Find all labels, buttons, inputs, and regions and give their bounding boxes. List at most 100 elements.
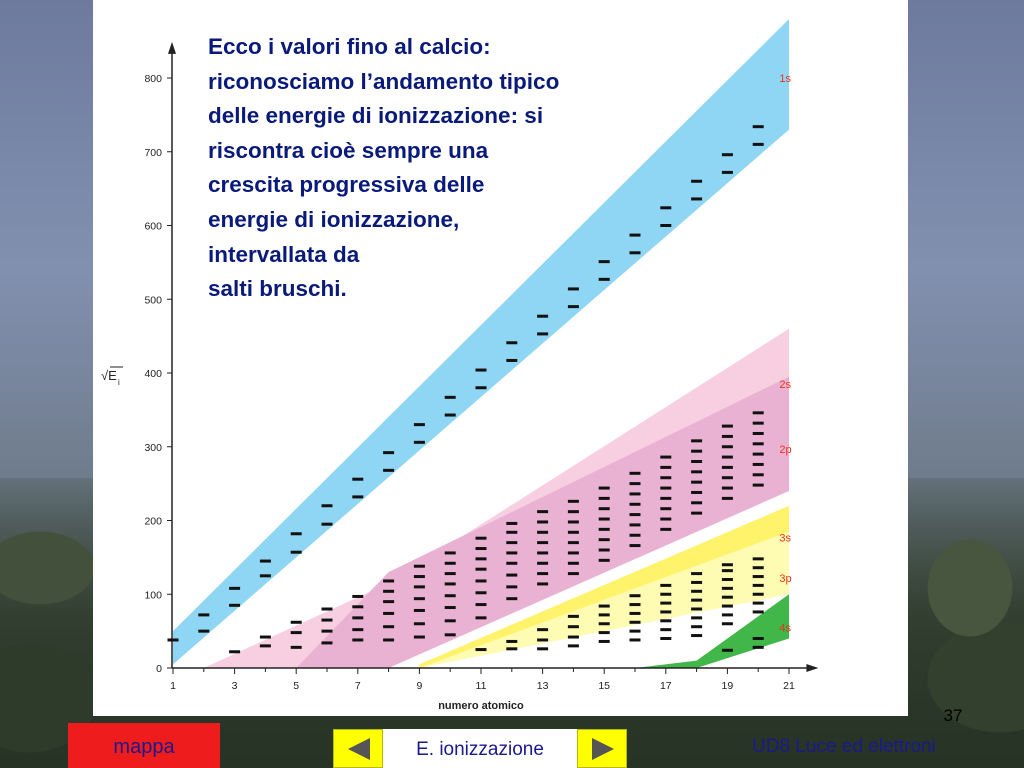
x-tick-label: 15 (598, 680, 610, 692)
x-tick-label: 1 (170, 680, 176, 692)
band-1s (173, 19, 789, 665)
caption-line: salti bruschi. (208, 276, 347, 302)
data-point-z14 (567, 287, 579, 291)
data-point-z11 (475, 536, 487, 540)
data-point-z15 (598, 538, 610, 542)
x-tick-label: 11 (476, 680, 487, 692)
data-point-z19 (721, 496, 733, 500)
caption-line: energie di ionizzazione, (208, 206, 460, 232)
data-point-z13 (537, 638, 549, 642)
data-point-z11 (475, 616, 487, 620)
data-point-z15 (598, 548, 610, 552)
data-point-z17 (660, 486, 672, 490)
data-point-z17 (660, 465, 672, 469)
data-point-z7 (352, 605, 364, 609)
data-point-z6 (321, 618, 333, 622)
data-point-z5 (290, 645, 302, 649)
data-point-z16 (629, 523, 641, 527)
data-point-z6 (321, 504, 333, 508)
data-point-z20 (752, 566, 764, 570)
data-point-z4 (259, 574, 271, 578)
x-tick-label: 19 (722, 680, 734, 692)
data-point-z14 (567, 551, 579, 555)
previous-slide-button[interactable] (333, 729, 383, 768)
data-point-z18 (691, 480, 703, 484)
data-point-z15 (598, 277, 610, 281)
data-point-z10 (444, 606, 456, 610)
data-point-z15 (598, 527, 610, 531)
data-point-z16 (629, 533, 641, 537)
data-point-z18 (691, 634, 703, 638)
data-point-z20 (752, 637, 764, 640)
data-point-z14 (567, 305, 579, 309)
band-label-2s: 2s (779, 379, 791, 391)
data-point-z11 (475, 557, 487, 561)
band-label-1s: 1s (779, 73, 791, 85)
x-tick-label: 21 (783, 680, 795, 692)
data-point-z8 (383, 600, 395, 604)
y-tick-label: 100 (144, 589, 162, 601)
data-point-z12 (506, 530, 518, 534)
data-point-z9 (413, 564, 425, 568)
data-point-z16 (629, 594, 641, 598)
data-point-z20 (752, 592, 764, 596)
data-point-z7 (352, 628, 364, 632)
data-point-z11 (475, 648, 487, 652)
data-point-z2 (198, 613, 210, 617)
data-point-z13 (537, 332, 549, 336)
data-point-z20 (752, 462, 764, 466)
data-point-z20 (752, 411, 764, 415)
data-point-z19 (721, 622, 733, 626)
data-point-z14 (567, 530, 579, 534)
data-point-z13 (537, 561, 549, 565)
data-point-z16 (629, 251, 641, 255)
data-point-z19 (721, 569, 733, 573)
data-point-z9 (413, 622, 425, 626)
data-point-z17 (660, 583, 672, 587)
data-point-z16 (629, 492, 641, 496)
band-label-3p: 3p (779, 573, 791, 585)
data-point-z14 (567, 572, 579, 576)
data-point-z10 (444, 395, 456, 399)
data-point-z9 (413, 597, 425, 601)
data-point-z17 (660, 628, 672, 632)
data-point-z18 (691, 501, 703, 505)
data-point-z15 (598, 604, 610, 608)
data-point-z19 (721, 613, 733, 617)
data-point-z4 (259, 559, 271, 563)
next-slide-button[interactable] (577, 729, 627, 768)
data-point-z12 (506, 573, 518, 577)
data-point-z14 (567, 635, 579, 639)
data-point-z13 (537, 647, 549, 651)
slide-caption: Ecco i valori fino al calcio: riconoscia… (208, 30, 688, 307)
band-label-3s: 3s (779, 532, 791, 544)
data-point-z7 (352, 477, 364, 481)
data-point-z20 (752, 473, 764, 477)
data-point-z20 (752, 645, 764, 649)
data-point-z15 (598, 558, 610, 562)
map-button[interactable]: mappa (68, 723, 220, 768)
data-point-z3 (229, 650, 241, 654)
x-tick-label: 5 (293, 680, 299, 692)
course-title: UD8 Luce ed elettroni (752, 736, 936, 757)
x-axis-arrow (806, 664, 819, 672)
data-point-z9 (413, 575, 425, 579)
y-tick-label: 0 (156, 663, 162, 675)
data-point-z10 (444, 413, 456, 417)
data-point-z17 (660, 527, 672, 531)
map-button-label: mappa (113, 736, 175, 758)
data-point-z18 (691, 439, 703, 443)
caption-line: Ecco i valori fino al calcio: (208, 34, 491, 59)
y-axis-arrow (168, 41, 176, 54)
data-point-z14 (567, 614, 579, 618)
data-point-z19 (721, 153, 733, 157)
data-point-z18 (691, 460, 703, 463)
data-point-z18 (691, 470, 703, 474)
data-point-z15 (598, 486, 610, 490)
data-point-z8 (383, 579, 395, 583)
data-point-z10 (444, 633, 456, 637)
data-point-z4 (259, 644, 271, 648)
data-point-z8 (383, 589, 395, 593)
data-point-z16 (629, 513, 641, 517)
